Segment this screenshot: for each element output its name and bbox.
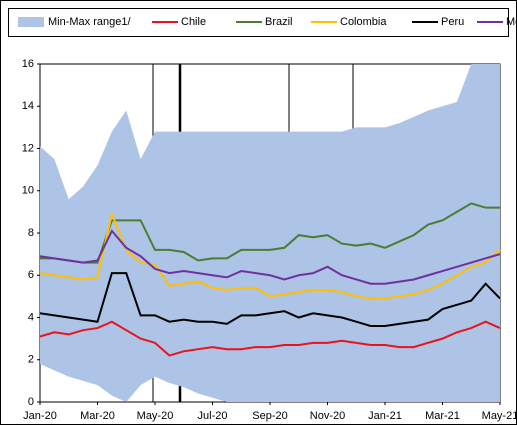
legend-label: Chile [181,16,206,28]
y-tick-label: 16 [22,58,34,70]
legend-label: Min-Max range1/ [48,16,131,28]
y-tick-label: 6 [28,269,34,281]
legend-label: Brazil [265,16,293,28]
legend-frame [8,8,509,37]
y-tick-label: 4 [28,311,34,323]
series-line [39,320,501,357]
y-tick-label: 12 [22,142,34,154]
x-tick-label: Mar-20 [80,410,115,422]
series-line [40,202,500,264]
y-tick-label: 2 [28,354,34,366]
range-area [40,64,500,402]
x-tick-label: Sep-20 [252,410,287,422]
legend-label: Mexico [506,16,517,28]
x-tick-label: Jan-21 [368,410,402,422]
series-line [39,229,501,285]
x-tick-label: Nov-20 [310,410,345,422]
y-tick-label: 14 [22,100,34,112]
x-tick-label: May-21 [482,410,517,422]
x-tick-label: Jul-20 [198,410,228,422]
x-tick-label: Jan-20 [23,410,57,422]
series-line [39,272,501,327]
y-tick-label: 8 [28,227,34,239]
legend-label: Peru [441,16,464,28]
series-line [39,210,501,300]
legend-label: Colombia [340,16,387,28]
x-tick-label: May-20 [137,410,174,422]
y-tick-label: 0 [28,396,34,408]
y-tick-label: 10 [22,185,34,197]
legend-swatch [18,17,44,27]
x-tick-label: Mar-21 [425,410,460,422]
